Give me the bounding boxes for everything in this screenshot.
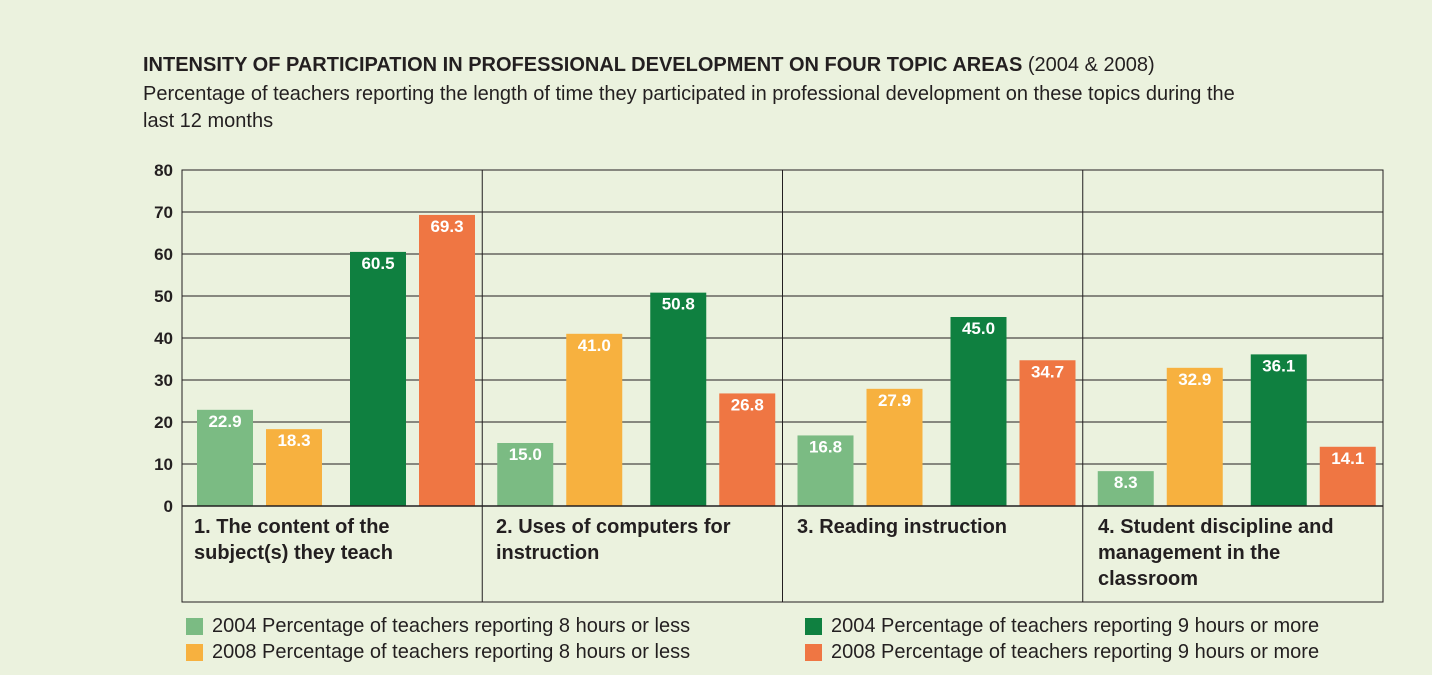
legend-item-2008-high: 2008 Percentage of teachers reporting 9 … [805, 640, 1319, 664]
y-tick-label: 40 [154, 329, 173, 348]
legend-label: 2008 Percentage of teachers reporting 8 … [212, 641, 691, 663]
bar-value-label: 8.3 [1114, 473, 1138, 492]
bar-value-label: 69.3 [430, 217, 463, 236]
category-label-2: 2. Uses of computers for instruction [496, 516, 731, 564]
bar [866, 388, 923, 506]
y-tick-label: 70 [154, 203, 173, 222]
bar [950, 317, 1007, 506]
bar [650, 292, 707, 506]
chart-title: INTENSITY OF PARTICIPATION IN PROFESSION… [143, 52, 1155, 78]
bar [719, 393, 776, 506]
bar-value-label: 34.7 [1031, 362, 1064, 381]
y-tick-label: 80 [154, 161, 173, 180]
bar [350, 251, 406, 506]
legend-item-2004-high: 2004 Percentage of teachers reporting 9 … [805, 614, 1319, 638]
legend-label: 2004 Percentage of teachers reporting 9 … [831, 615, 1320, 637]
y-axis: 0 10 20 30 40 50 60 70 80 [154, 161, 173, 516]
legend-swatch [186, 643, 203, 661]
legend-item-2008-low: 2008 Percentage of teachers reporting 8 … [186, 640, 690, 664]
y-tick-label: 30 [154, 371, 173, 390]
bar-value-label: 32.9 [1178, 370, 1211, 389]
bar-value-label: 26.8 [731, 395, 764, 414]
chart-frame [181, 169, 1384, 603]
legend-swatch [805, 643, 822, 661]
legend-label: 2004 Percentage of teachers reporting 8 … [212, 615, 691, 637]
bar [266, 429, 322, 506]
bar-value-label: 22.9 [208, 412, 241, 431]
category-label-1: 1. The content of the subject(s) they te… [194, 516, 393, 564]
bar [1019, 360, 1076, 506]
bar-value-label: 45.0 [962, 319, 995, 338]
bar-value-label: 60.5 [361, 254, 394, 273]
bar [197, 409, 253, 506]
bar [419, 214, 475, 506]
bar [1166, 367, 1223, 506]
bar-value-label: 16.8 [809, 437, 842, 456]
y-tick-label: 0 [164, 497, 173, 516]
bar [1319, 446, 1376, 506]
bar [797, 435, 854, 506]
legend-item-2004-low: 2004 Percentage of teachers reporting 8 … [186, 614, 690, 638]
bar-value-label: 14.1 [1331, 449, 1364, 468]
bars: 22.9 15.0 16.8 8.3 18.3 41.0 27.9 32.9 60.5 50.8 4… [197, 214, 1376, 506]
chart-title-main: INTENSITY OF PARTICIPATION IN PROFESSION… [143, 54, 1023, 76]
bar [1097, 471, 1154, 506]
bar-value-label: 15.0 [509, 445, 542, 464]
bar-value-label: 27.9 [878, 391, 911, 410]
category-label-3: 3. Reading instruction [797, 516, 1008, 538]
bar-value-label: 41.0 [578, 336, 611, 355]
bar [497, 443, 554, 506]
y-tick-label: 50 [154, 287, 173, 306]
bar [566, 333, 623, 506]
chart-subtitle: Percentage of teachers reporting the len… [143, 83, 1235, 132]
chart-title-suffix: (2004 & 2008) [1027, 54, 1155, 76]
bar [1250, 354, 1307, 506]
bar-value-label: 36.1 [1262, 356, 1295, 375]
y-tick-label: 60 [154, 245, 173, 264]
category-label-4: 4. Student discipline and management in … [1098, 516, 1334, 590]
legend-label: 2008 Percentage of teachers reporting 9 … [831, 641, 1320, 663]
bar-value-label: 18.3 [277, 431, 310, 450]
legend-swatch [186, 617, 203, 635]
legend-swatch [805, 617, 822, 635]
bar-value-label: 50.8 [662, 295, 695, 314]
y-tick-label: 10 [154, 455, 173, 474]
y-tick-label: 20 [154, 413, 173, 432]
